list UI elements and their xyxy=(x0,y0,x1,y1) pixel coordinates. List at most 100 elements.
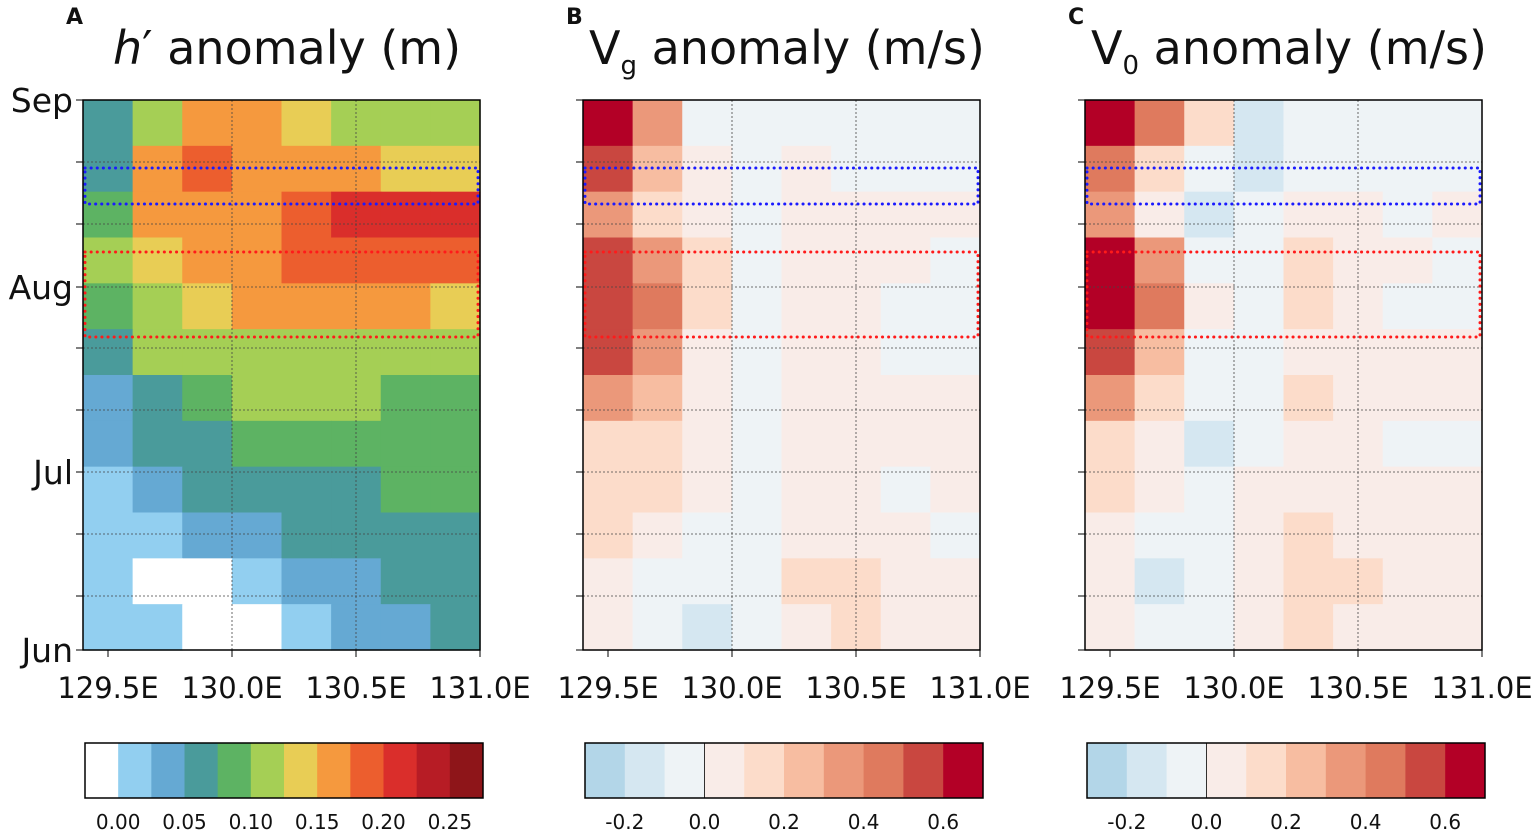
heatmap-cell xyxy=(1283,145,1334,193)
heatmap-cell xyxy=(1134,191,1185,239)
heatmap-cell xyxy=(1085,191,1136,239)
colorbar-tick-label: 0.6 xyxy=(1429,810,1461,833)
heatmap-cell xyxy=(430,512,481,559)
heatmap-cell xyxy=(1085,420,1136,468)
heatmap-cell xyxy=(781,420,832,468)
heatmap-cell xyxy=(331,283,382,330)
heatmap-cell xyxy=(231,237,283,284)
colorbar-swatch xyxy=(184,743,219,798)
heatmap-cell xyxy=(331,512,382,559)
heatmap-cell xyxy=(1233,191,1285,239)
colorbar-tick-label: 0.2 xyxy=(1270,810,1302,833)
heatmap-cell xyxy=(1283,512,1334,559)
heatmap-cell xyxy=(1283,100,1334,147)
heatmap-cell xyxy=(1432,420,1483,468)
heatmap-cell xyxy=(1085,237,1136,284)
heatmap-cell xyxy=(1233,420,1285,468)
heatmap-cell xyxy=(430,100,481,147)
heatmap-cell xyxy=(1134,466,1185,514)
colorbar-swatch xyxy=(250,743,285,798)
heatmap-cell xyxy=(83,283,134,330)
heatmap-cell xyxy=(682,237,733,284)
heatmap-cell xyxy=(1382,145,1433,193)
heatmap-cell xyxy=(930,420,981,468)
colorbar-swatch xyxy=(284,743,318,798)
colorbar-tick-label: 0.10 xyxy=(229,810,274,833)
heatmap-cell xyxy=(380,191,431,239)
colorbar-swatch xyxy=(118,743,152,798)
heatmap-cell xyxy=(1382,466,1433,514)
heatmap-cell xyxy=(930,604,981,651)
colorbar-swatch xyxy=(784,743,825,798)
heatmap-cell xyxy=(430,283,481,330)
title-variable: V xyxy=(1091,21,1123,75)
heatmap-cell xyxy=(632,604,683,651)
heatmap-cell xyxy=(430,466,481,514)
colorbar-tick-label: 0.00 xyxy=(96,810,141,833)
heatmap-cell xyxy=(1382,191,1433,239)
heatmap-cell xyxy=(1184,191,1235,239)
heatmap-cell xyxy=(182,604,233,651)
title-subscript: 0 xyxy=(1122,51,1139,81)
colorbar-swatch xyxy=(1405,743,1446,798)
heatmap-cell xyxy=(1283,283,1334,330)
colorbar-tick-label: -0.2 xyxy=(1107,810,1146,833)
heatmap-cell xyxy=(132,420,183,468)
heatmap-cell xyxy=(930,512,981,559)
heatmap-cell xyxy=(182,375,233,422)
heatmap-cell xyxy=(1432,375,1483,422)
heatmap-cell xyxy=(831,604,882,651)
heatmap-cell xyxy=(1184,420,1235,468)
heatmap-cell xyxy=(731,283,783,330)
colorbar-swatch xyxy=(1087,743,1128,798)
heatmap-cell xyxy=(331,604,382,651)
heatmap-cell xyxy=(1233,558,1285,605)
y-tick-label: Aug xyxy=(9,268,73,307)
colorbar-swatch xyxy=(1206,743,1247,798)
colorbar-tick-label: 0.25 xyxy=(428,810,473,833)
title-variable: h xyxy=(113,21,142,75)
title-text: anomaly (m) xyxy=(153,21,461,75)
heatmap-cell xyxy=(1134,512,1185,559)
heatmap-cell xyxy=(1382,420,1433,468)
heatmap-cell xyxy=(781,512,832,559)
heatmap-cell xyxy=(430,375,481,422)
panel-title: V0 anomaly (m/s) xyxy=(1091,21,1487,81)
x-tick-label: 129.5E xyxy=(1059,671,1160,705)
heatmap-cell xyxy=(281,466,332,514)
heatmap-cell xyxy=(1382,237,1433,284)
heatmap-cell xyxy=(583,283,634,330)
heatmap-cell xyxy=(331,100,382,147)
heatmap-cell xyxy=(731,375,783,422)
colorbar-swatch xyxy=(383,743,418,798)
heatmap-cell xyxy=(781,329,832,376)
heatmap-cell xyxy=(930,375,981,422)
heatmap-cell xyxy=(83,191,134,239)
colorbar-swatch xyxy=(704,743,745,798)
colorbar-tick-label: 0.15 xyxy=(295,810,340,833)
heatmap-cell xyxy=(930,100,981,147)
heatmap-cell xyxy=(1432,558,1483,605)
heatmap-cell xyxy=(682,283,733,330)
heatmap-cell xyxy=(380,237,431,284)
colorbar-frame xyxy=(584,742,984,799)
heatmap-cell xyxy=(83,100,134,147)
heatmap-cell xyxy=(1283,604,1334,651)
heatmap-cell xyxy=(1432,100,1483,147)
heatmap-cell xyxy=(231,283,283,330)
heatmap-cell xyxy=(632,283,683,330)
heatmap-cell xyxy=(83,466,134,514)
heatmap-cell xyxy=(583,466,634,514)
heatmap-cell xyxy=(331,191,382,239)
heatmap-cell xyxy=(880,466,931,514)
heatmap-cell xyxy=(380,512,431,559)
colorbar-swatch xyxy=(1445,743,1486,798)
heatmap-cell xyxy=(632,237,683,284)
heatmap-cell xyxy=(583,191,634,239)
title-text: anomaly (m/s) xyxy=(637,21,985,75)
x-tick-label: 130.0E xyxy=(681,671,782,705)
heatmap-cell xyxy=(380,466,431,514)
colorbar-swatch xyxy=(1166,743,1207,798)
heatmap-cell xyxy=(1184,100,1235,147)
heatmap-cell xyxy=(83,512,134,559)
